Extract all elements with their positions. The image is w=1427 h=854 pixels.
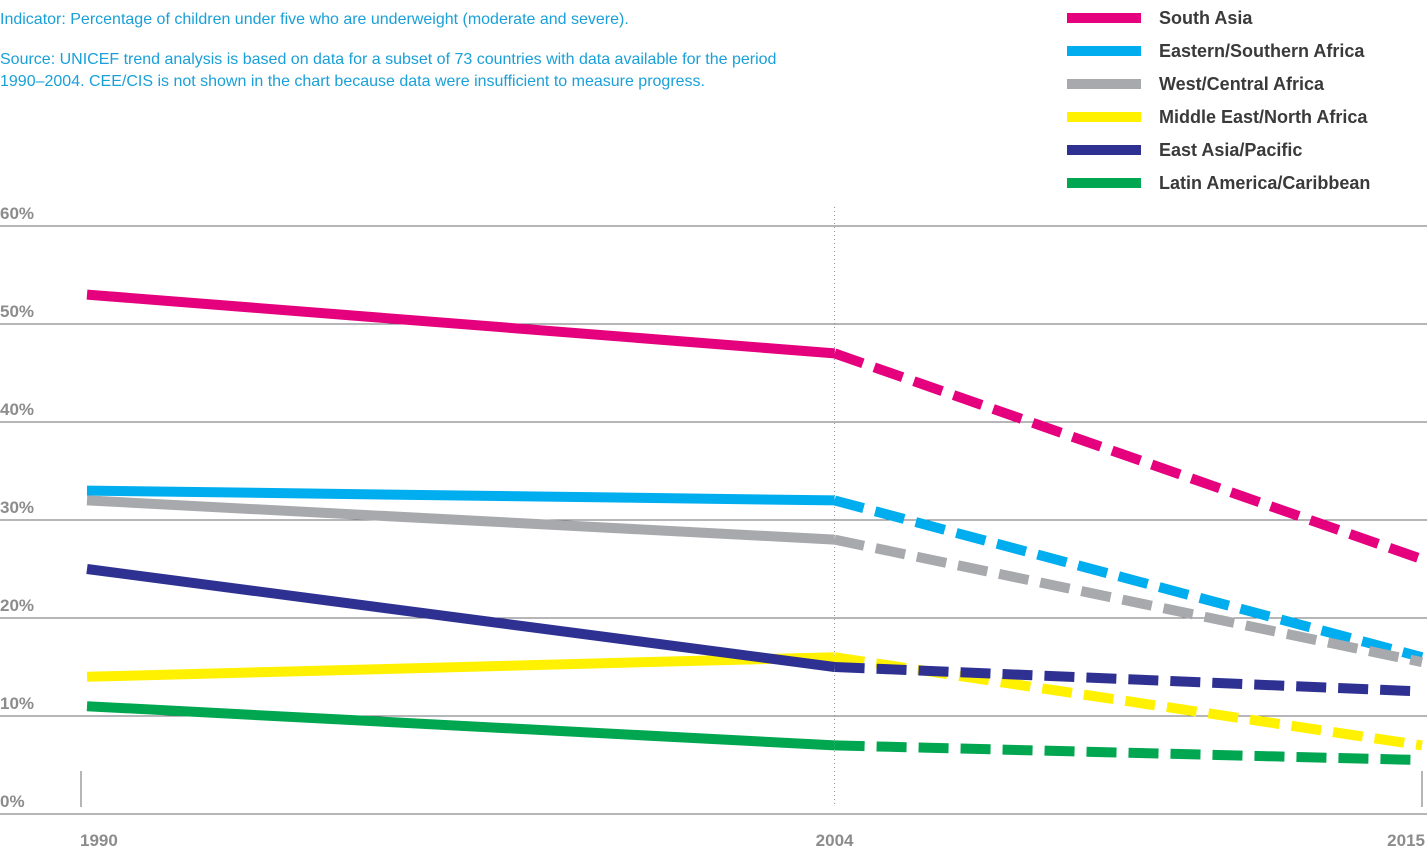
series-line-solid [86,289,835,359]
legend-swatch [1067,145,1141,155]
series-line-solid [86,485,835,506]
y-tick-label: 10% [0,694,34,713]
y-tick-label: 50% [0,302,34,321]
legend-swatch [1067,112,1141,122]
x-tick-label: 2004 [816,831,854,850]
legend-label: Middle East/North Africa [1159,107,1368,127]
series-line-solid [86,495,835,545]
series-lines [86,289,1424,766]
x-tick-label: 1990 [80,831,118,850]
indicator-note: Indicator: Percentage of children under … [0,11,629,28]
series-line-solid [86,564,836,672]
legend: South Asia Eastern/Southern Africa West/Ce… [1067,8,1370,193]
y-tick-label: 0% [0,792,25,811]
series-line-solid [86,701,835,751]
source-note-line1: Source: UNICEF trend analysis is based o… [0,51,776,68]
series-line-dashed [832,348,1424,564]
legend-label: East Asia/Pacific [1159,140,1302,160]
axes: 1990 2004 2015 [80,207,1425,850]
series-line-dashed [834,740,1423,766]
legend-label: South Asia [1159,8,1253,28]
legend-label: Latin America/Caribbean [1159,173,1370,193]
legend-swatch [1067,178,1141,188]
y-tick-label: 30% [0,498,34,517]
series-line-solid [86,652,835,682]
source-note-line2: 1990–2004. CEE/CIS is not shown in the c… [0,73,705,90]
y-tick-label: 40% [0,400,34,419]
legend-label: Eastern/Southern Africa [1159,41,1365,61]
legend-swatch [1067,13,1141,23]
legend-swatch [1067,79,1141,89]
y-tick-label: 20% [0,596,34,615]
chart-notes: Indicator: Percentage of children under … [0,11,776,90]
x-tick-label: 2015 [1387,831,1425,850]
y-tick-label: 60% [0,204,34,223]
legend-swatch [1067,46,1141,56]
series-line-dashed [833,495,1424,663]
series-line-dashed [834,662,1423,697]
series-line-dashed [833,534,1424,667]
gridlines: 0% 10% 20% 30% 40% 50% 60% [0,204,1427,815]
legend-label: West/Central Africa [1159,74,1325,94]
